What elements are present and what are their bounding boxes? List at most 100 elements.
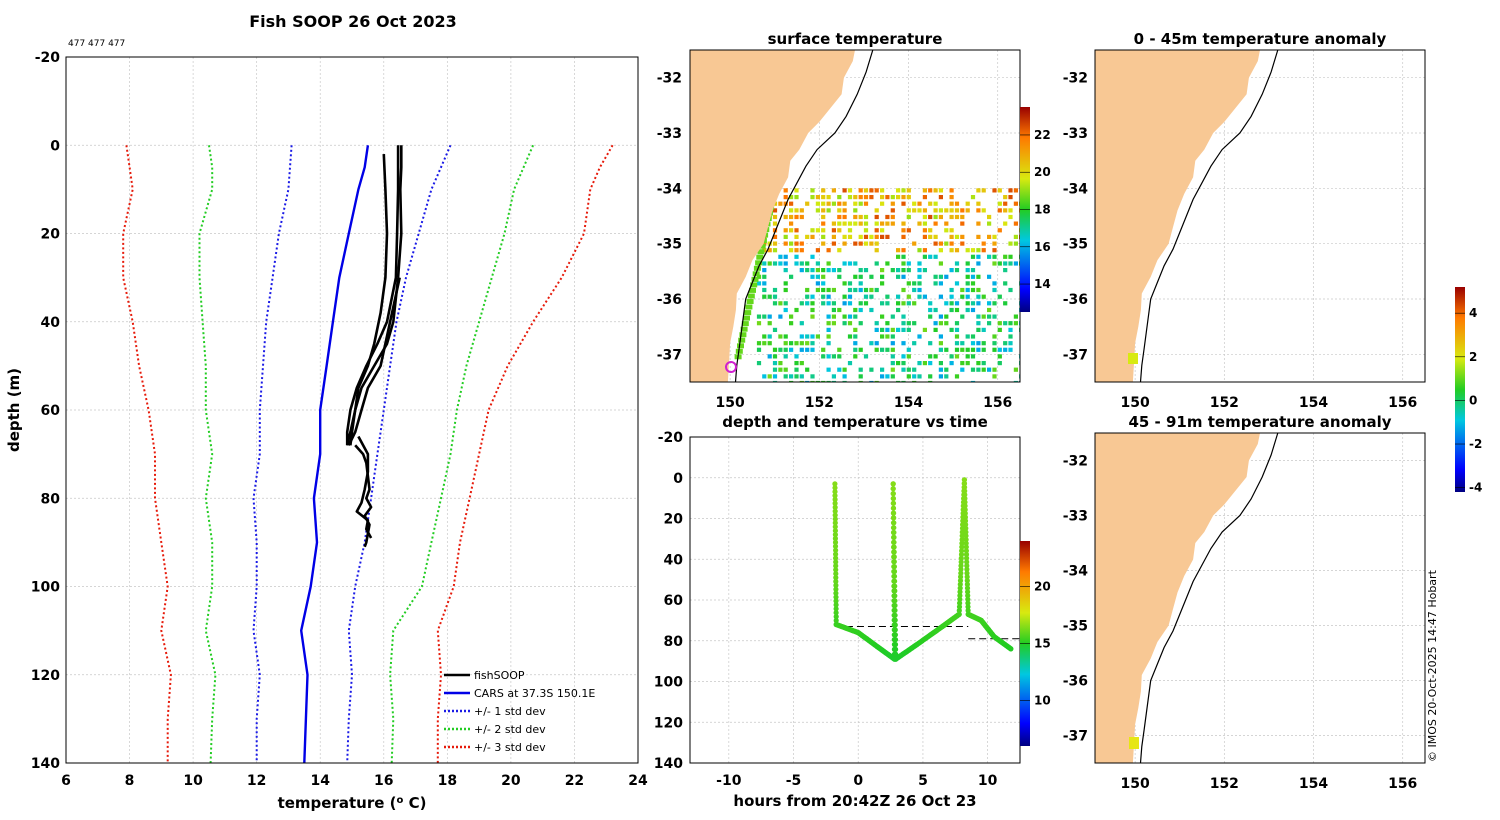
track-point [833,547,839,553]
sst-pixel [997,361,1002,366]
anomaly2-axes-box [1094,432,1426,764]
sst-pixel [906,321,911,326]
timeseries-ytick-label: 100 [654,675,683,691]
sst-pixel [858,367,863,372]
sst-pixel [1013,314,1018,319]
sst-pixel [960,367,965,372]
sst-coastal-pixel [749,287,756,293]
track-point [832,504,838,510]
sst-pixel [965,347,970,352]
track-point [958,555,964,561]
sst-pixel [783,188,788,193]
sst-pixel [890,214,895,220]
track-point [893,646,899,653]
sst-pixel [863,287,869,293]
sst-pixel [880,188,885,193]
sst-pixel [799,361,804,366]
track-point [962,495,968,502]
sst-pixel [933,208,938,213]
sst-pixel [858,241,863,246]
sst-pixel [869,234,874,239]
sst-pixel [944,241,949,246]
anomaly1-xtick-label: 156 [1388,395,1417,411]
sst-pixel [885,214,890,220]
sst-pixel [756,341,762,346]
sst-pixel [981,361,986,366]
sst-pixel [826,334,831,339]
sst-pixel [954,214,960,220]
sst-pixel [954,208,960,213]
sst-pixel [885,327,890,332]
timeseries-ytick-label: 140 [654,756,683,772]
sst-pixel [880,234,885,239]
sst-pixel [890,334,895,339]
sst-pixel [821,294,826,299]
sst-pixel [783,341,788,346]
sst-pixel [799,208,804,213]
sst-pixel [858,201,863,206]
sst-pixel [853,214,858,220]
sst-pixel [842,380,847,382]
sst-pixel [981,188,986,193]
sst-pixel [847,195,853,200]
sst-pixel [901,367,906,372]
anomaly2-ytick-label: -32 [1063,454,1088,470]
sst-pixel [922,361,927,366]
sst-pixel [933,274,938,279]
sst-pixel [853,201,858,206]
profile-axes-box [65,56,639,764]
track-point [956,607,962,614]
sst-pixel [933,254,938,259]
track-point [890,486,896,492]
sst-pixel [826,261,831,266]
sst-pixel [954,321,960,326]
sst-pixel [965,361,970,366]
sst-pixel [917,287,922,293]
sst-pixel [1008,214,1013,220]
anomaly-colorbar [1455,287,1465,492]
sst-pixel [805,294,810,299]
sst-pixel [778,201,783,206]
sst-coastal-pixel [741,321,749,327]
sst-pixel [912,287,917,293]
sst-pixel [869,195,874,200]
sst-pixel [917,208,922,213]
timeseries-cbar-label: 10 [1034,693,1051,707]
sst-pixel [853,354,858,359]
sst-pixel [863,195,869,200]
track-point [890,495,897,502]
sst-pixel [799,380,804,382]
sst-pixel [837,201,842,206]
sst-pixel [756,361,762,366]
sst-pixel [912,341,917,346]
sst-pixel [922,221,927,226]
anomaly1-xtick-label: 154 [1299,395,1328,411]
sst-pixel [858,374,863,379]
sst-pixel [885,294,890,299]
sst-pixel [783,234,788,239]
sst-pixel [906,214,911,220]
sst-pixel [1008,188,1013,193]
anomaly2-ticks: 150 152 154 156 -32 -33 -34 -35 -36 -37 [1063,454,1418,793]
sst-pixel [992,248,997,253]
track-point [962,488,968,494]
legend-label: +/- 1 std dev [474,705,546,718]
sst-pixel [928,301,933,306]
sst-pixel [949,228,954,233]
track-point [962,514,969,520]
profile-ytick-label: 20 [41,227,61,243]
sst-pixel [789,228,794,233]
timeseries-grid [690,436,1020,764]
sst-pixel [1003,347,1008,352]
track-point [962,499,968,505]
track-point [890,491,896,497]
sst-pixel [954,201,960,206]
sst-pixel [933,188,938,193]
sst-pixel [789,195,794,200]
track-point [957,578,964,584]
sst-pixel [880,301,885,306]
sst-pixel [960,241,965,246]
sst-pixel [880,201,885,206]
track-point [961,477,968,483]
sst-pixel [906,261,911,266]
